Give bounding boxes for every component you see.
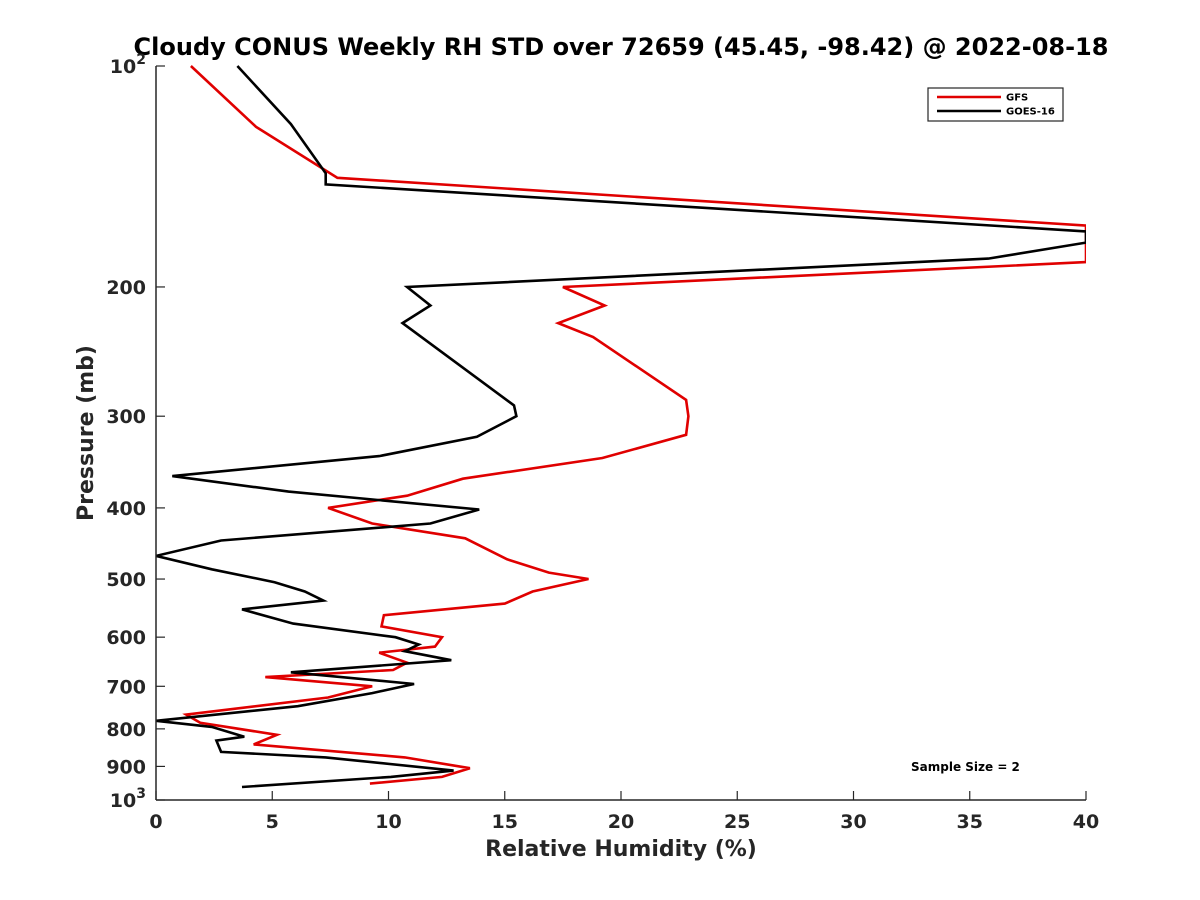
x-tick-label: 5 xyxy=(266,811,279,833)
y-tick-label: 300 xyxy=(106,406,146,428)
y-tick-label: 600 xyxy=(106,627,146,649)
axes: 0 5 10 15 20 25 30 35 40 102 200 300 400 500 600 700 800… xyxy=(106,52,1099,833)
x-tick-label: 15 xyxy=(492,811,518,833)
y-tick-label: 102 xyxy=(110,52,146,78)
legend: GFS GOES-16 xyxy=(927,87,1064,122)
y-axis-label: Pressure (mb) xyxy=(74,345,99,521)
x-tick-label: 20 xyxy=(608,811,634,833)
y-tick-label: 400 xyxy=(106,498,146,520)
x-tick-label: 30 xyxy=(840,811,866,833)
y-tick-label: 200 xyxy=(106,277,146,299)
sample-size-annotation: Sample Size = 2 xyxy=(911,760,1020,774)
x-tick-label: 35 xyxy=(957,811,983,833)
y-tick-label: 500 xyxy=(106,569,146,591)
legend-label: GOES-16 xyxy=(1006,107,1055,118)
x-tick-label: 25 xyxy=(724,811,750,833)
series-line-goes-16 xyxy=(156,65,1086,789)
plot-area xyxy=(156,65,1086,789)
y-tick-label: 700 xyxy=(106,676,146,698)
x-tick-label: 10 xyxy=(375,811,401,833)
legend-box xyxy=(927,87,1064,122)
x-tick-label: 0 xyxy=(149,811,162,833)
y-tick-label: 103 xyxy=(110,786,146,812)
x-tick-label: 40 xyxy=(1073,811,1099,833)
chart-title: Cloudy CONUS Weekly RH STD over 72659 (4… xyxy=(134,33,1109,61)
y-tick-label: 900 xyxy=(106,756,146,778)
x-axis-label: Relative Humidity (%) xyxy=(485,837,757,862)
y-tick-label: 800 xyxy=(106,719,146,741)
legend-label: GFS xyxy=(1006,93,1028,104)
